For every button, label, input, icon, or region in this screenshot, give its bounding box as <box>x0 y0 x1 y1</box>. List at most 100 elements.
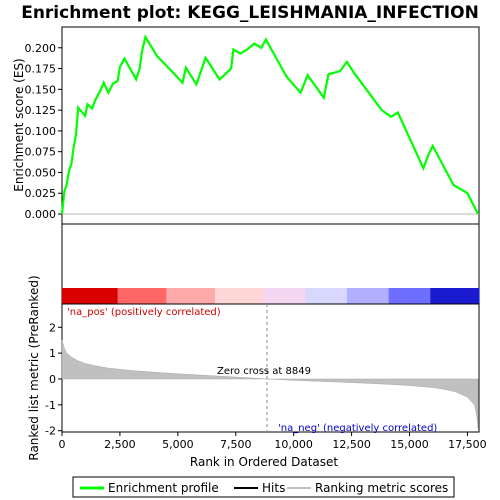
heatmap-segment <box>117 288 126 304</box>
enrichment-profile-line <box>60 34 479 215</box>
heatmap-segment <box>284 288 292 304</box>
es-y-tick-label: 0.175 <box>25 63 57 76</box>
heatmap-segment <box>444 288 452 304</box>
metric-y-axis-label: Ranked list metric (PreRanked) <box>27 275 41 460</box>
x-axis-label: Rank in Ordered Dataset <box>190 455 338 469</box>
metric-y-tick-label: 2 <box>49 321 56 334</box>
metric-y-axis: -2 -1 0 1 2 <box>45 321 62 438</box>
heatmap-segment <box>381 288 390 304</box>
heatmap-segment <box>124 288 133 304</box>
heatmap-segment <box>228 288 237 304</box>
chart-title: Enrichment plot: KEGG_LEISHMANIA_INFECTI… <box>21 3 479 23</box>
metric-y-tick-label: 0 <box>49 373 56 386</box>
heatmap-segment <box>249 288 258 304</box>
es-y-tick-label: 0.200 <box>25 42 57 55</box>
heatmap-segment <box>207 288 216 304</box>
heatmap-segment <box>395 288 404 304</box>
heatmap-segment <box>103 288 112 304</box>
negative-correlation-label: 'na_neg' (negatively correlated) <box>278 423 437 434</box>
heatmap-segment <box>194 288 202 304</box>
es-y-tick-label: 0.050 <box>25 166 57 179</box>
heatmap-segment <box>159 288 167 304</box>
heatmap-segment <box>305 288 313 304</box>
heatmap-segment <box>374 288 383 304</box>
heatmap-segment <box>256 288 265 304</box>
x-tick-label: 7,500 <box>220 438 252 451</box>
heatmap-segment <box>430 288 438 304</box>
x-tick-label: 0 <box>59 438 66 451</box>
heatmap-segment <box>340 288 348 304</box>
heatmap-segment <box>96 288 105 304</box>
heatmap-segment <box>326 288 334 304</box>
heatmap-segment <box>416 288 424 304</box>
heatmap-segment <box>82 288 91 304</box>
heatmap-segment <box>402 288 411 304</box>
es-y-tick-label: 0.150 <box>25 83 57 96</box>
es-y-axis-label: Enrichment score (ES) <box>12 58 26 191</box>
enrichment-profile-polyline <box>60 34 479 215</box>
heatmap-segment <box>409 288 418 304</box>
heatmap-segment <box>152 288 160 304</box>
x-tick-label: 17,500 <box>448 438 487 451</box>
legend-box <box>72 476 455 498</box>
heatmap-segment <box>62 288 70 304</box>
heatmap-segment <box>270 288 279 304</box>
heatmap-segment <box>333 288 341 304</box>
rank-x-axis: 0 2,500 5,000 7,500 10,000 12,500 15,000 17,500 <box>59 432 487 451</box>
heatmap-segment <box>68 288 77 304</box>
heatmap-segment <box>298 288 306 304</box>
es-y-tick-label: 0.000 <box>25 208 57 221</box>
heatmap-segment <box>214 288 223 304</box>
heatmap-segment <box>173 288 181 304</box>
x-tick-label: 15,000 <box>390 438 429 451</box>
x-tick-label: 12,500 <box>332 438 371 451</box>
heatmap-segment <box>187 288 195 304</box>
heatmap-segment <box>201 288 209 304</box>
zero-cross-label: Zero cross at 8849 <box>217 366 311 377</box>
heatmap-segment <box>291 288 299 304</box>
legend-metric-label: Ranking metric scores <box>315 481 448 495</box>
heatmap-segment <box>277 288 285 304</box>
es-y-tick-label: 0.025 <box>25 187 57 200</box>
legend-hits-label: Hits <box>262 481 285 495</box>
heatmap-segment <box>242 288 251 304</box>
heatmap-segment <box>131 288 140 304</box>
heatmap-segment <box>367 288 376 304</box>
es-y-tick-label: 0.100 <box>25 125 57 138</box>
legend-enrichment-label: Enrichment profile <box>108 481 219 495</box>
heatmap-segment <box>465 288 473 304</box>
heatmap-segment <box>353 288 362 304</box>
heatmap-segment <box>472 288 480 304</box>
x-tick-label: 10,000 <box>274 438 313 451</box>
heatmap-segment <box>138 288 146 304</box>
heatmap-segment <box>360 288 369 304</box>
metric-panel <box>61 303 480 433</box>
heatmap-segment <box>437 288 445 304</box>
x-tick-label: 5,000 <box>162 438 194 451</box>
heatmap-segment <box>346 288 355 304</box>
heatmap-segment <box>75 288 84 304</box>
enrichment-panel <box>61 26 480 225</box>
heatmap-segment <box>388 288 397 304</box>
metric-y-tick-label: -2 <box>45 425 56 438</box>
es-y-tick-label: 0.075 <box>25 146 57 159</box>
heatmap-segment <box>423 288 431 304</box>
heatmap-segment <box>263 288 272 304</box>
heatmap-segment <box>312 288 320 304</box>
heatmap-segment <box>319 288 327 304</box>
es-y-axis: 0.000 0.025 0.050 0.075 0.100 0.125 0.150 0.175… <box>25 42 62 221</box>
heatmap-segment <box>451 288 459 304</box>
x-tick-label: 2,500 <box>104 438 136 451</box>
heatmap-segment <box>221 288 230 304</box>
heatmap-segment <box>145 288 153 304</box>
metric-y-tick-label: -1 <box>45 399 56 412</box>
heatmap-segment <box>89 288 98 304</box>
heatmap-segment <box>180 288 188 304</box>
es-y-tick-label: 0.125 <box>25 104 57 117</box>
heatmap-segment <box>166 288 174 304</box>
positive-correlation-label: 'na_pos' (positively correlated) <box>67 307 221 318</box>
metric-y-tick-label: 1 <box>49 347 56 360</box>
rank-heatmap-bar <box>62 288 480 304</box>
heatmap-segment <box>235 288 244 304</box>
